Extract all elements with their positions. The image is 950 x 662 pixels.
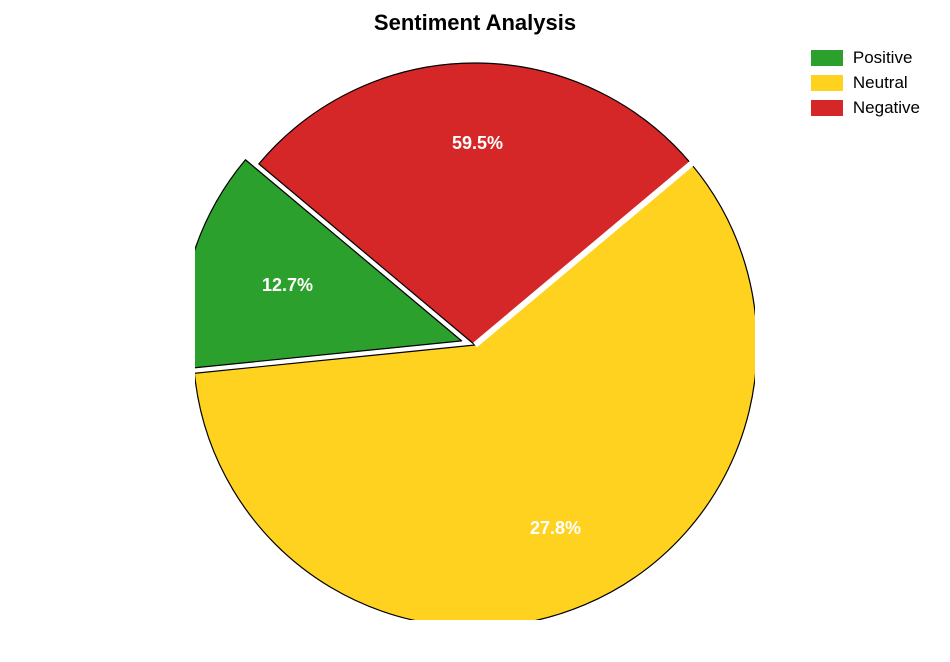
legend-item-neutral: Neutral: [811, 73, 920, 93]
slice-label-neutral: 27.8%: [530, 518, 581, 539]
legend-label: Neutral: [853, 73, 908, 93]
slice-label-negative: 59.5%: [452, 133, 503, 154]
legend-swatch: [811, 75, 843, 91]
legend-item-positive: Positive: [811, 48, 920, 68]
slice-label-positive: 12.7%: [262, 275, 313, 296]
legend-swatch: [811, 100, 843, 116]
legend-label: Positive: [853, 48, 913, 68]
legend-item-negative: Negative: [811, 98, 920, 118]
legend-swatch: [811, 50, 843, 66]
legend-label: Negative: [853, 98, 920, 118]
legend: Positive Neutral Negative: [811, 48, 920, 123]
chart-title: Sentiment Analysis: [374, 10, 576, 36]
